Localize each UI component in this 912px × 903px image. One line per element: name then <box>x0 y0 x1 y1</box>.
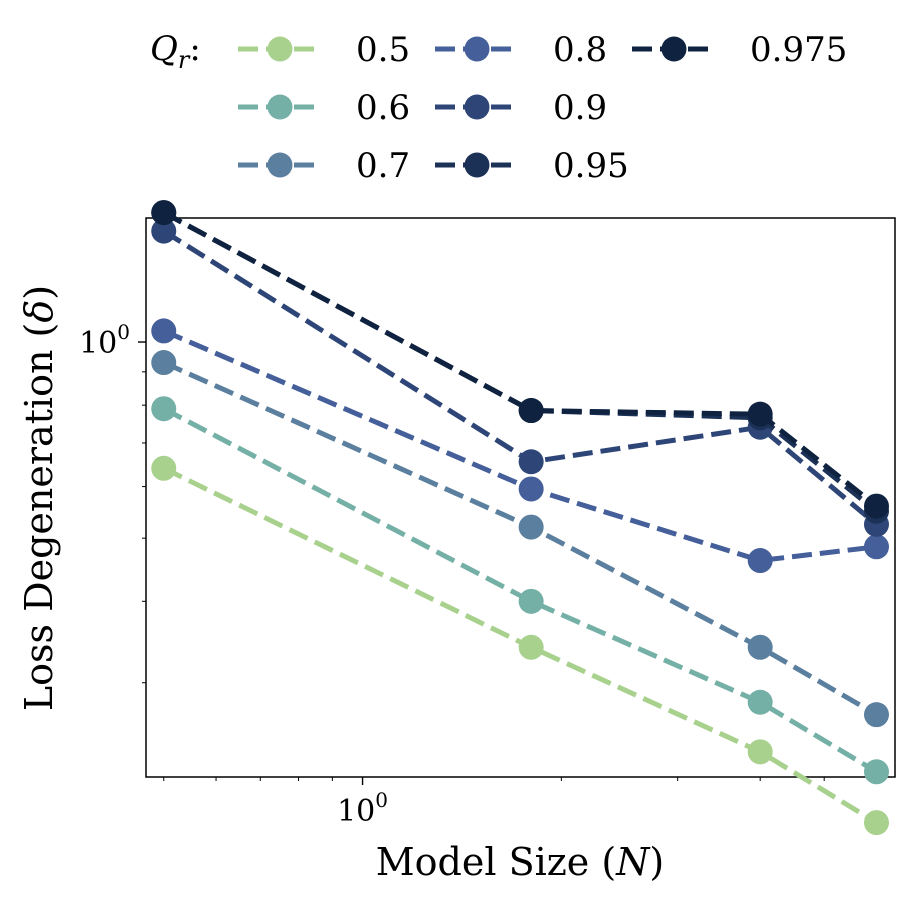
series-line <box>162 228 879 527</box>
legend-label: 0.5 <box>356 30 410 70</box>
data-point <box>151 218 177 244</box>
data-point <box>863 702 889 728</box>
series-line <box>162 328 877 564</box>
data-point <box>518 514 544 540</box>
plot-frame <box>145 217 896 778</box>
y-axis-label-text: Loss Degeneration ( <box>17 323 61 711</box>
data-point <box>747 689 773 715</box>
data-point <box>747 634 773 660</box>
series-0.7 <box>151 350 889 728</box>
y-tick-base: 10 <box>79 326 117 361</box>
y-tick-label-major: 100 <box>79 320 130 361</box>
x-tick-base: 10 <box>337 794 375 829</box>
data-point <box>151 200 177 226</box>
y-tick-exp: 0 <box>117 320 130 344</box>
axis-ticks <box>138 341 877 785</box>
legend-label: 0.975 <box>750 30 847 70</box>
series-0.6 <box>151 396 889 785</box>
legend: Qr: 0.5 0.6 0.7 0.8 0.9 0.95 0.975 <box>150 29 847 186</box>
series-0.975 <box>151 200 889 519</box>
legend-swatch-marker <box>464 94 490 120</box>
data-point <box>518 398 544 424</box>
series-0.95 <box>151 200 889 524</box>
legend-swatch-marker <box>267 36 293 62</box>
data-point <box>518 449 544 475</box>
legend-label: 0.8 <box>553 30 607 70</box>
y-axis-label-var: δ <box>17 300 61 323</box>
series-line <box>162 406 878 774</box>
legend-entry-0.8: 0.8 <box>435 30 607 70</box>
legend-swatch-marker <box>661 36 687 62</box>
legend-entry-0.5: 0.5 <box>238 30 410 70</box>
data-point <box>151 396 177 422</box>
legend-entry-0.95: 0.95 <box>435 146 629 186</box>
data-point <box>518 588 544 614</box>
legend-title-var: Q <box>150 29 178 69</box>
x-axis-label-text: Model Size ( <box>376 840 616 884</box>
data-point <box>151 455 177 481</box>
legend-swatch-marker <box>464 152 490 178</box>
legend-entry-0.6: 0.6 <box>238 88 410 128</box>
legend-swatch-marker <box>464 36 490 62</box>
x-axis-label: Model Size (N) <box>376 840 665 884</box>
legend-label: 0.95 <box>553 146 629 186</box>
x-tick-exp: 0 <box>375 788 388 812</box>
data-point <box>747 739 773 765</box>
data-point <box>863 759 889 785</box>
legend-entry-0.975: 0.975 <box>632 30 847 70</box>
data-point <box>863 534 889 560</box>
legend-title-suffix: : <box>189 29 200 69</box>
data-point <box>518 634 544 660</box>
legend-swatch-marker <box>267 94 293 120</box>
data-point <box>863 810 889 836</box>
legend-title: Qr: <box>150 29 201 74</box>
legend-swatch-marker <box>267 152 293 178</box>
series-line <box>162 210 879 509</box>
legend-title-sub: r <box>178 46 191 74</box>
series-layer <box>151 200 889 836</box>
data-point <box>151 350 177 376</box>
series-line <box>162 360 878 717</box>
x-axis-label-close: ) <box>649 840 664 884</box>
data-point <box>863 493 889 519</box>
data-point <box>747 548 773 574</box>
series-line <box>162 466 878 825</box>
data-point <box>518 476 544 502</box>
series-0.8 <box>151 318 889 574</box>
y-axis-label: Loss Degeneration (δ) <box>17 285 61 711</box>
data-point <box>151 318 177 344</box>
legend-entry-0.9: 0.9 <box>435 88 607 128</box>
data-point <box>747 401 773 427</box>
x-axis-label-var: N <box>615 840 651 884</box>
legend-label: 0.7 <box>356 146 410 186</box>
legend-entry-0.7: 0.7 <box>238 146 410 186</box>
legend-label: 0.6 <box>356 88 410 128</box>
x-tick-label-major: 100 <box>337 788 388 829</box>
series-0.5 <box>151 455 889 836</box>
legend-label: 0.9 <box>553 88 607 128</box>
y-axis-label-close: ) <box>17 285 61 300</box>
